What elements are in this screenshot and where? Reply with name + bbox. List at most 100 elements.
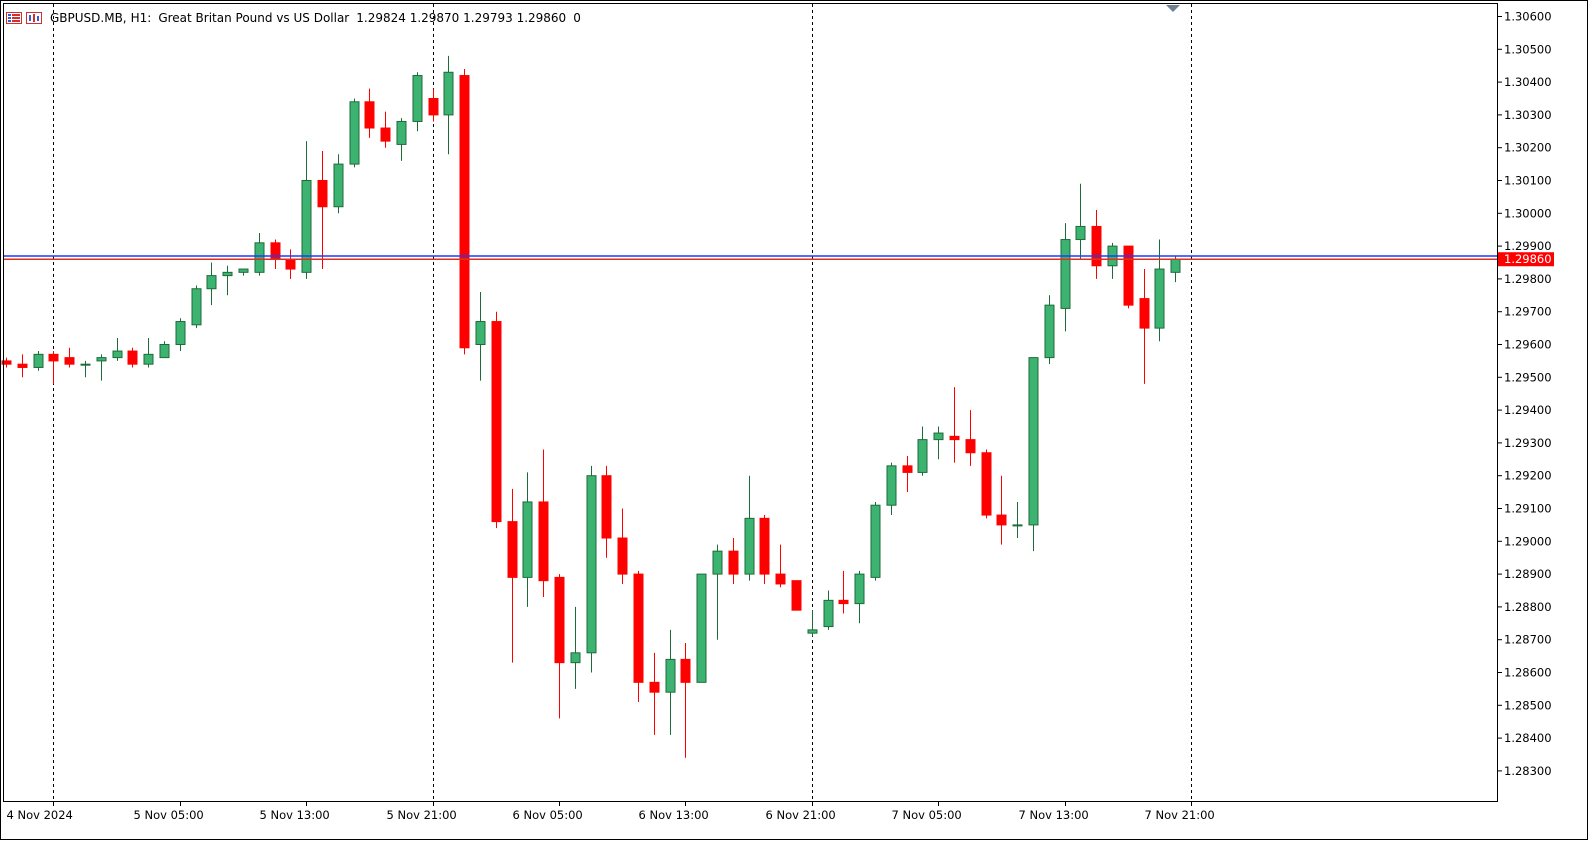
candle-body xyxy=(902,465,913,473)
candle-body xyxy=(586,475,597,654)
candle xyxy=(428,88,439,122)
candle-body xyxy=(412,75,423,122)
candle-body xyxy=(1,360,12,365)
candle-body xyxy=(601,475,612,539)
candle xyxy=(206,262,217,306)
y-tick-label: 1.30200 xyxy=(1504,141,1552,155)
candle xyxy=(1091,210,1102,279)
candle-body xyxy=(159,344,170,359)
candle-body xyxy=(396,120,407,145)
candle-body xyxy=(712,550,723,575)
x-tick-label: 5 Nov 13:00 xyxy=(260,808,330,822)
candle xyxy=(838,570,849,614)
candle-body xyxy=(617,537,628,575)
candle-body xyxy=(112,350,123,359)
candle xyxy=(807,610,818,637)
candle-body xyxy=(459,75,470,349)
candle xyxy=(1060,223,1071,332)
y-tick-label: 1.29600 xyxy=(1504,338,1552,352)
candle-body xyxy=(285,258,296,270)
symbol-label: GBPUSD.MB, xyxy=(50,11,127,25)
current-price-label: 1.29860 xyxy=(1504,252,1552,266)
y-tick-label: 1.28500 xyxy=(1504,698,1552,712)
candle xyxy=(601,465,612,558)
candle-body xyxy=(759,517,770,575)
candle xyxy=(143,337,154,368)
candle-body xyxy=(554,576,565,664)
candle xyxy=(159,341,170,359)
candle-body xyxy=(791,580,802,611)
candle xyxy=(33,351,44,371)
candle-body xyxy=(665,658,676,693)
x-tick-label: 5 Nov 05:00 xyxy=(134,808,204,822)
candle xyxy=(507,488,518,663)
candle xyxy=(112,337,123,361)
candle xyxy=(396,118,407,161)
candle-body xyxy=(17,363,28,368)
chart-window-icon[interactable] xyxy=(26,11,42,25)
x-tick-label: 6 Nov 21:00 xyxy=(766,808,836,822)
y-tick-label: 1.29800 xyxy=(1504,272,1552,286)
candle xyxy=(933,426,944,460)
candle xyxy=(586,465,597,673)
candle-body xyxy=(443,71,454,116)
candle-body xyxy=(1123,245,1134,306)
candle xyxy=(1028,357,1039,552)
candle xyxy=(870,501,881,581)
y-tick-label: 1.29700 xyxy=(1504,305,1552,319)
candle xyxy=(775,544,786,588)
ohlc-values: 1.29824 1.29870 1.29793 1.29860 xyxy=(356,11,567,25)
volume-value: 0 xyxy=(573,11,581,25)
candle-body xyxy=(1075,225,1086,241)
scroll-marker-icon[interactable] xyxy=(1166,5,1180,12)
candle-body xyxy=(333,163,344,208)
candle xyxy=(886,462,897,516)
candle-body xyxy=(996,514,1007,526)
candle-body xyxy=(775,573,786,585)
candle-body xyxy=(807,629,818,634)
y-tick-label: 1.29900 xyxy=(1504,239,1552,253)
candle-body xyxy=(965,439,976,454)
candle xyxy=(175,318,186,352)
candle xyxy=(127,347,138,368)
candle-body xyxy=(744,517,755,575)
candle-body xyxy=(349,101,360,165)
chart-list-icon[interactable] xyxy=(6,11,22,25)
candle xyxy=(191,285,202,329)
candle-body xyxy=(823,599,834,628)
y-tick-label: 1.29400 xyxy=(1504,403,1552,417)
y-tick-label: 1.28800 xyxy=(1504,600,1552,614)
y-tick-label: 1.28400 xyxy=(1504,731,1552,745)
candle-body xyxy=(270,242,281,260)
candle-body xyxy=(886,465,897,506)
x-tick-label: 5 Nov 21:00 xyxy=(387,808,457,822)
candle-body xyxy=(364,101,375,129)
candle-body xyxy=(633,573,644,683)
candle xyxy=(238,268,249,276)
candle-body xyxy=(428,98,439,116)
candle-body xyxy=(1012,524,1023,527)
y-tick-label: 1.29000 xyxy=(1504,534,1552,548)
candle xyxy=(80,360,91,378)
candle xyxy=(633,570,644,703)
candle xyxy=(96,354,107,381)
candle-body xyxy=(175,321,186,346)
y-tick-label: 1.30500 xyxy=(1504,42,1552,56)
candle-body xyxy=(538,501,549,582)
candle xyxy=(459,68,470,355)
y-tick-label: 1.28300 xyxy=(1504,764,1552,778)
candle-body xyxy=(1154,268,1165,329)
candle xyxy=(996,475,1007,545)
candle xyxy=(823,590,834,630)
candle-body xyxy=(254,242,265,273)
x-tick-label: 6 Nov 05:00 xyxy=(513,808,583,822)
candle-body xyxy=(933,432,944,441)
x-tick-label: 7 Nov 05:00 xyxy=(892,808,962,822)
candle-body xyxy=(206,275,217,290)
candle-body xyxy=(649,681,660,693)
candle xyxy=(522,472,533,607)
candle xyxy=(554,574,565,719)
candle-body xyxy=(127,350,138,365)
